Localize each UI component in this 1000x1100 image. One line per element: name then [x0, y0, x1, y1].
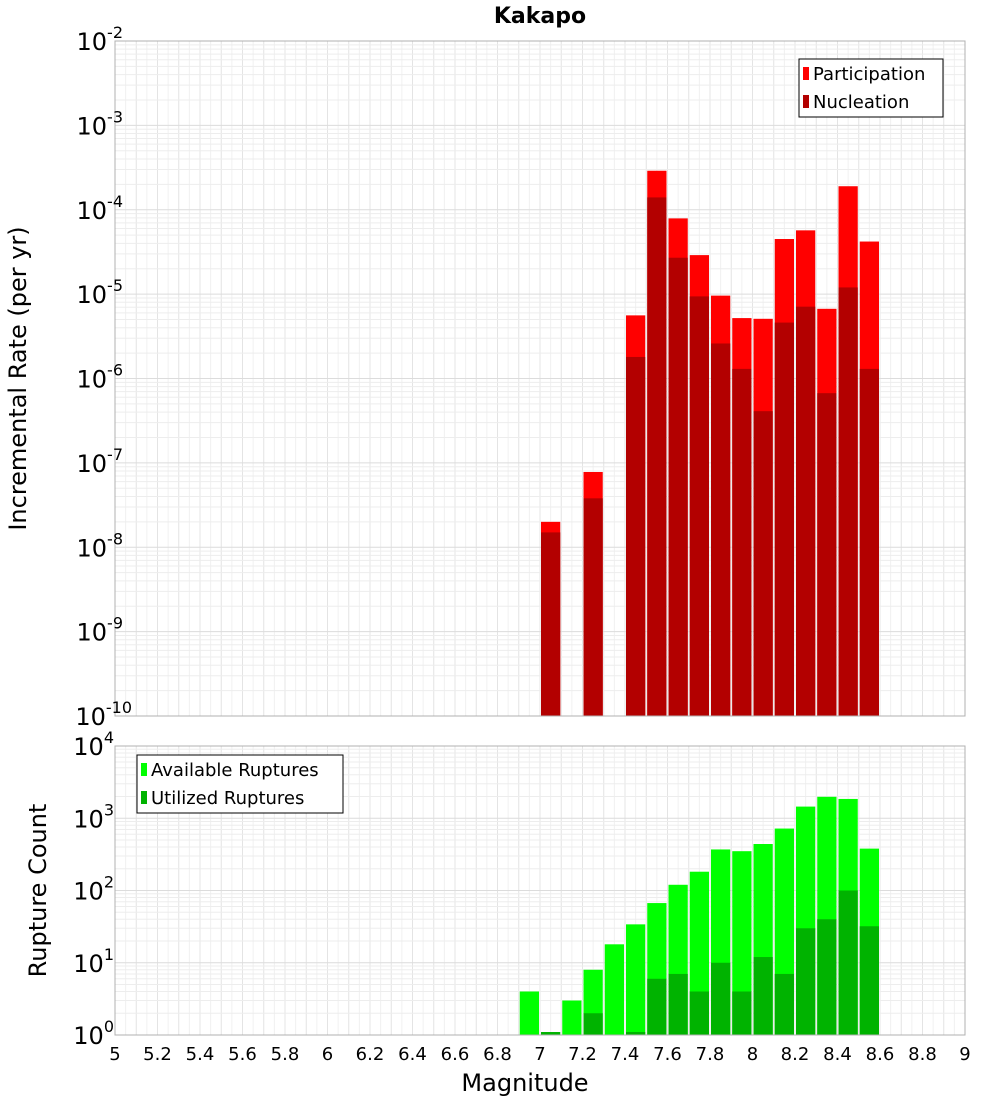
x-tick-label: 8 — [747, 1044, 758, 1065]
utilized-ruptures-bar — [774, 973, 794, 1035]
top-y-axis-label: Incremental Rate (per yr) — [4, 226, 32, 530]
top-y-tick-label: 10-8 — [77, 529, 124, 562]
top-legend: Participation Nucleation — [798, 58, 944, 118]
available-ruptures-bar — [519, 991, 539, 1035]
x-tick-label: 6.8 — [483, 1044, 512, 1065]
bottom-y-tick-label: 104 — [73, 728, 114, 761]
utilized-ruptures-bar — [711, 962, 731, 1035]
top-y-tick-label: 10-10 — [75, 698, 132, 731]
x-tick-label: 8.8 — [908, 1044, 937, 1065]
nucleation-bar — [626, 356, 646, 716]
bottom-legend: Available Ruptures Utilized Ruptures — [136, 754, 344, 814]
utilized-ruptures-bar — [817, 919, 837, 1035]
utilized-ruptures-bar — [583, 1013, 603, 1035]
top-legend-box — [798, 58, 944, 118]
utilized-ruptures-bar — [647, 978, 667, 1035]
bottom-y-axis-label: Rupture Count — [24, 804, 52, 978]
bottom-y-tick-label: 102 — [73, 873, 114, 906]
nucleation-bar — [817, 393, 837, 716]
utilized-ruptures-legend-label: Utilized Ruptures — [151, 788, 304, 809]
x-tick-label: 7.8 — [696, 1044, 725, 1065]
bottom-legend-box — [136, 754, 344, 814]
x-tick-label: 5 — [109, 1044, 120, 1065]
x-tick-label: 6 — [322, 1044, 333, 1065]
x-tick-label: 6.4 — [398, 1044, 427, 1065]
top-y-tick-label: 10-5 — [77, 276, 124, 309]
available-ruptures-bar — [604, 944, 624, 1035]
utilized-ruptures-bar — [753, 957, 773, 1035]
top-y-tick-label: 10-2 — [77, 23, 124, 56]
participation-legend-label: Participation — [813, 64, 925, 85]
top-y-ticks: 10-10 10-9 10-8 10-7 10-6 10-5 10-4 10-3 10-2 — [75, 23, 132, 731]
top-frame — [114, 40, 966, 717]
x-tick-label: 8.2 — [781, 1044, 810, 1065]
utilized-ruptures-bar — [668, 973, 688, 1035]
top-plot: 10-10 10-9 10-8 10-7 10-6 10-5 10-4 10-3 10-2 Inc… — [4, 23, 966, 731]
chart-title: Kakapo — [494, 4, 586, 29]
top-y-tick-label: 10-7 — [77, 445, 124, 478]
bottom-y-tick-label: 100 — [73, 1017, 114, 1050]
nucleation-bar — [583, 498, 603, 716]
nucleation-bar — [774, 322, 794, 716]
x-axis-label: Magnitude — [461, 1069, 588, 1097]
bottom-plot: 100 101 102 103 104 Rupture Count Available Ru… — [24, 728, 966, 1050]
nucleation-bar — [859, 368, 879, 716]
top-grid — [114, 41, 966, 717]
nucleation-bar — [647, 197, 667, 717]
utilized-ruptures-bar — [541, 1032, 561, 1035]
x-tick-label: 6.2 — [356, 1044, 385, 1065]
utilized-ruptures-bar — [689, 991, 709, 1035]
nucleation-bar — [838, 287, 858, 716]
x-tick-label: 5.2 — [143, 1044, 172, 1065]
top-y-tick-label: 10-4 — [77, 192, 124, 225]
x-tick-label: 6.6 — [441, 1044, 470, 1065]
x-tick-label: 8.6 — [866, 1044, 895, 1065]
available-ruptures-bar — [732, 851, 752, 1035]
x-tick-label: 9 — [959, 1044, 970, 1065]
bottom-y-ticks: 100 101 102 103 104 — [73, 728, 114, 1050]
x-tick-label: 7.4 — [611, 1044, 640, 1065]
nucleation-bar — [668, 257, 688, 716]
x-tick-label: 5.8 — [271, 1044, 300, 1065]
nucleation-bar — [541, 532, 561, 716]
nucleation-legend-label: Nucleation — [813, 92, 909, 113]
nucleation-bar — [796, 306, 816, 716]
x-tick-label: 7 — [534, 1044, 545, 1065]
top-y-tick-label: 10-9 — [77, 614, 124, 647]
bottom-y-tick-label: 103 — [73, 800, 114, 833]
utilized-ruptures-legend-swatch — [141, 791, 147, 804]
nucleation-legend-swatch — [803, 95, 809, 108]
utilized-ruptures-bar — [626, 1032, 646, 1035]
top-bars — [541, 170, 879, 717]
x-ticks: 5 5.2 5.4 5.6 5.8 6 6.2 6.4 6.6 6.8 7 7.2 7.4 7.6 7.8 8… — [109, 1044, 970, 1065]
nucleation-bar — [753, 411, 773, 716]
utilized-ruptures-bar — [796, 928, 816, 1035]
utilized-ruptures-bar — [732, 991, 752, 1035]
available-ruptures-legend-swatch — [141, 763, 147, 776]
bottom-frame — [114, 745, 966, 1036]
x-tick-label: 5.4 — [186, 1044, 215, 1065]
available-ruptures-bar — [562, 1000, 582, 1035]
available-ruptures-legend-label: Available Ruptures — [151, 760, 319, 781]
x-tick-label: 7.6 — [653, 1044, 682, 1065]
top-y-tick-label: 10-6 — [77, 361, 124, 394]
x-tick-label: 7.2 — [568, 1044, 597, 1065]
bottom-bars — [519, 796, 879, 1035]
available-ruptures-bar — [626, 924, 646, 1035]
bottom-y-tick-label: 101 — [73, 945, 114, 978]
nucleation-bar — [711, 343, 731, 716]
utilized-ruptures-bar — [838, 890, 858, 1035]
top-y-tick-label: 10-3 — [77, 107, 124, 140]
x-tick-label: 5.6 — [228, 1044, 257, 1065]
x-tick-label: 8.4 — [823, 1044, 852, 1065]
participation-legend-swatch — [803, 67, 809, 80]
nucleation-bar — [732, 368, 752, 716]
utilized-ruptures-bar — [859, 926, 879, 1035]
nucleation-bar — [689, 296, 709, 716]
